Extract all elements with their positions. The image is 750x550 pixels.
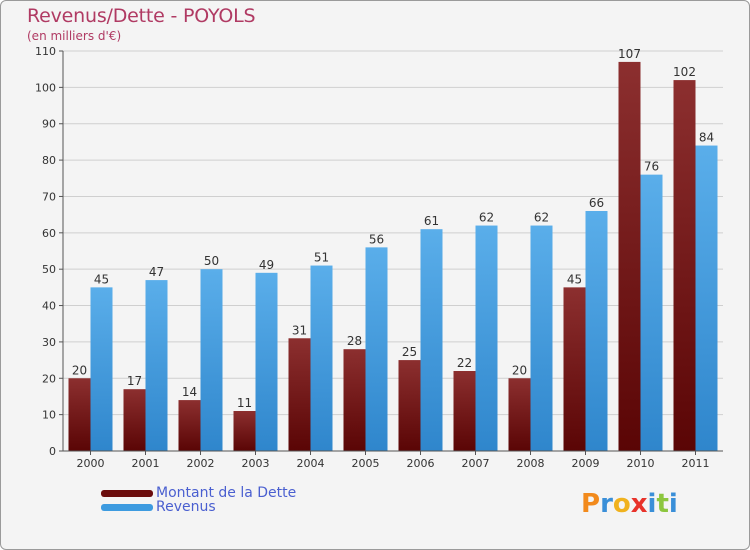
logo-letter: i <box>647 489 657 519</box>
bar-debt <box>398 360 421 451</box>
data-label-revenue: 84 <box>699 131 714 145</box>
bar-revenue <box>695 145 718 451</box>
y-tick-label: 60 <box>42 227 56 240</box>
x-tick-label: 2003 <box>242 457 270 470</box>
y-tick-label: 10 <box>42 409 56 422</box>
chart-title: Revenus/Dette - POYOLS <box>27 5 256 27</box>
legend-swatch-revenue <box>101 504 153 511</box>
x-tick-label: 2001 <box>132 457 160 470</box>
data-label-debt: 17 <box>127 374 142 388</box>
data-label-debt: 31 <box>292 323 307 337</box>
logo-letter: x <box>630 489 648 519</box>
x-tick-label: 2005 <box>352 457 380 470</box>
y-tick-label: 110 <box>35 45 56 58</box>
bar-debt <box>508 378 531 451</box>
chart-subtitle: (en milliers d'€) <box>27 29 122 43</box>
logo-letter: r <box>600 489 613 519</box>
bar-revenue <box>585 211 608 451</box>
y-tick-label: 80 <box>42 154 56 167</box>
data-label-revenue: 62 <box>534 211 549 225</box>
bar-revenue <box>475 225 498 451</box>
bar-revenue <box>365 247 388 451</box>
proxiti-logo: Proxiti <box>581 489 678 519</box>
bar-debt <box>123 389 146 451</box>
y-tick-label: 100 <box>35 81 56 94</box>
data-label-debt: 20 <box>72 363 87 377</box>
bar-debt <box>453 371 476 451</box>
data-label-revenue: 66 <box>589 196 604 210</box>
y-tick-label: 30 <box>42 336 56 349</box>
bar-revenue <box>530 225 553 451</box>
bar-revenue <box>255 272 278 451</box>
bar-debt <box>673 80 696 451</box>
bar-debt <box>68 378 91 451</box>
data-label-debt: 107 <box>618 47 641 61</box>
bar-revenue <box>420 229 443 451</box>
data-label-debt: 11 <box>237 396 252 410</box>
logo-letter: i <box>668 489 678 519</box>
data-label-debt: 25 <box>402 345 417 359</box>
y-tick-label: 50 <box>42 263 56 276</box>
bar-debt <box>563 287 586 451</box>
y-tick-label: 20 <box>42 372 56 385</box>
data-label-revenue: 45 <box>94 272 109 286</box>
x-tick-label: 2002 <box>187 457 215 470</box>
data-label-revenue: 56 <box>369 232 384 246</box>
legend-label-debt: Montant de la Dette <box>156 485 297 501</box>
bar-revenue <box>640 174 663 452</box>
data-label-revenue: 49 <box>259 258 274 272</box>
logo-letter: P <box>581 489 601 519</box>
bar-revenue <box>200 269 223 451</box>
bar-debt <box>233 411 256 451</box>
data-label-debt: 14 <box>182 385 197 399</box>
bar-debt <box>178 400 201 451</box>
y-tick-label: 40 <box>42 300 56 313</box>
bar-debt <box>343 349 366 451</box>
bar-debt <box>618 61 641 452</box>
legend-swatch-debt <box>101 490 153 497</box>
data-label-revenue: 47 <box>149 265 164 279</box>
data-label-debt: 28 <box>347 334 362 348</box>
x-tick-label: 2000 <box>77 457 105 470</box>
data-label-debt: 22 <box>457 356 472 370</box>
x-tick-label: 2007 <box>462 457 490 470</box>
y-tick-label: 0 <box>49 445 56 458</box>
x-tick-label: 2009 <box>572 457 600 470</box>
bar-revenue <box>310 265 333 451</box>
bar-revenue <box>90 287 113 451</box>
x-tick-label: 2004 <box>297 457 325 470</box>
y-tick-label: 90 <box>42 118 56 131</box>
data-label-revenue: 51 <box>314 251 329 265</box>
data-label-revenue: 61 <box>424 214 439 228</box>
data-label-debt: 45 <box>567 272 582 286</box>
data-label-debt: 102 <box>673 65 696 79</box>
y-tick-label: 70 <box>42 190 56 203</box>
x-tick-label: 2008 <box>517 457 545 470</box>
logo-letter: o <box>612 489 631 519</box>
bar-revenue <box>145 280 168 451</box>
x-tick-label: 2011 <box>682 457 710 470</box>
data-label-revenue: 76 <box>644 160 659 174</box>
data-label-debt: 20 <box>512 363 527 377</box>
legend-label-revenue: Revenus <box>156 499 216 515</box>
bar-debt <box>288 338 311 451</box>
data-label-revenue: 50 <box>204 254 219 268</box>
data-label-revenue: 62 <box>479 211 494 225</box>
logo-letter: t <box>656 489 669 519</box>
x-tick-label: 2010 <box>627 457 655 470</box>
x-tick-label: 2006 <box>407 457 435 470</box>
